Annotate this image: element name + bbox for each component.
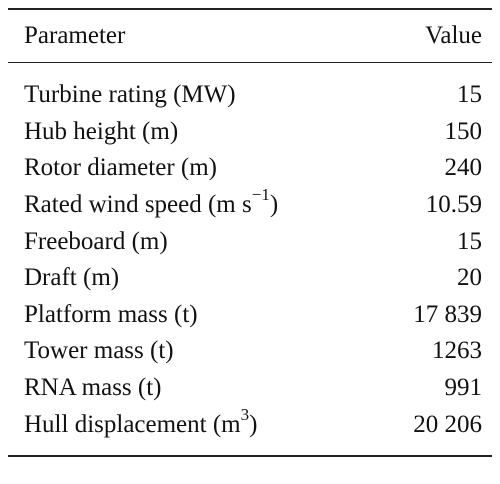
cell-parameter: Platform mass (t)	[24, 300, 198, 328]
cell-parameter: RNA mass (t)	[24, 374, 162, 402]
table-row: Turbine rating (MW) 15	[8, 77, 492, 114]
cell-value: 150	[444, 117, 483, 145]
parameter-table: Parameter Value Turbine rating (MW) 15 H…	[8, 8, 492, 457]
cell-value: 20 206	[413, 410, 482, 438]
cell-value: 15	[457, 81, 482, 109]
table-body: Turbine rating (MW) 15 Hub height (m) 15…	[8, 63, 492, 455]
cell-parameter: Rated wind speed (m s−1)	[24, 185, 279, 219]
cell-value: 240	[444, 154, 483, 182]
table-row: Tower mass (t) 1263	[8, 333, 492, 370]
bottom-rule	[8, 454, 492, 457]
table-row: Platform mass (t) 17 839	[8, 297, 492, 334]
table-row: Rotor diameter (m) 240	[8, 150, 492, 187]
table-row: Hull displacement (m3) 20 206	[8, 406, 492, 443]
cell-parameter: Draft (m)	[24, 264, 120, 292]
table-row: RNA mass (t) 991	[8, 370, 492, 407]
header-rule	[8, 62, 492, 63]
table-row: Freeboard (m) 15	[8, 223, 492, 260]
table-header: Parameter Value	[8, 10, 492, 62]
table-row: Hub height (m) 150	[8, 114, 492, 151]
cell-value: 1263	[432, 337, 482, 365]
table-row: Rated wind speed (m s−1) 10.59	[8, 185, 492, 224]
cell-parameter: Tower mass (t)	[24, 337, 174, 365]
cell-value: 15	[457, 227, 482, 255]
cell-parameter: Turbine rating (MW)	[24, 81, 236, 109]
header-value: Value	[425, 22, 482, 49]
cell-value: 10.59	[425, 191, 482, 219]
cell-value: 17 839	[413, 300, 482, 328]
table-row: Draft (m) 20	[8, 260, 492, 297]
cell-parameter: Rotor diameter (m)	[24, 154, 217, 182]
cell-value: 991	[444, 374, 483, 402]
header-parameter: Parameter	[24, 22, 126, 49]
cell-parameter: Hub height (m)	[24, 117, 179, 145]
top-rule	[8, 8, 492, 10]
cell-value: 20	[457, 264, 482, 292]
cell-parameter: Freeboard (m)	[24, 227, 168, 255]
cell-parameter: Hull displacement (m3)	[24, 404, 258, 438]
